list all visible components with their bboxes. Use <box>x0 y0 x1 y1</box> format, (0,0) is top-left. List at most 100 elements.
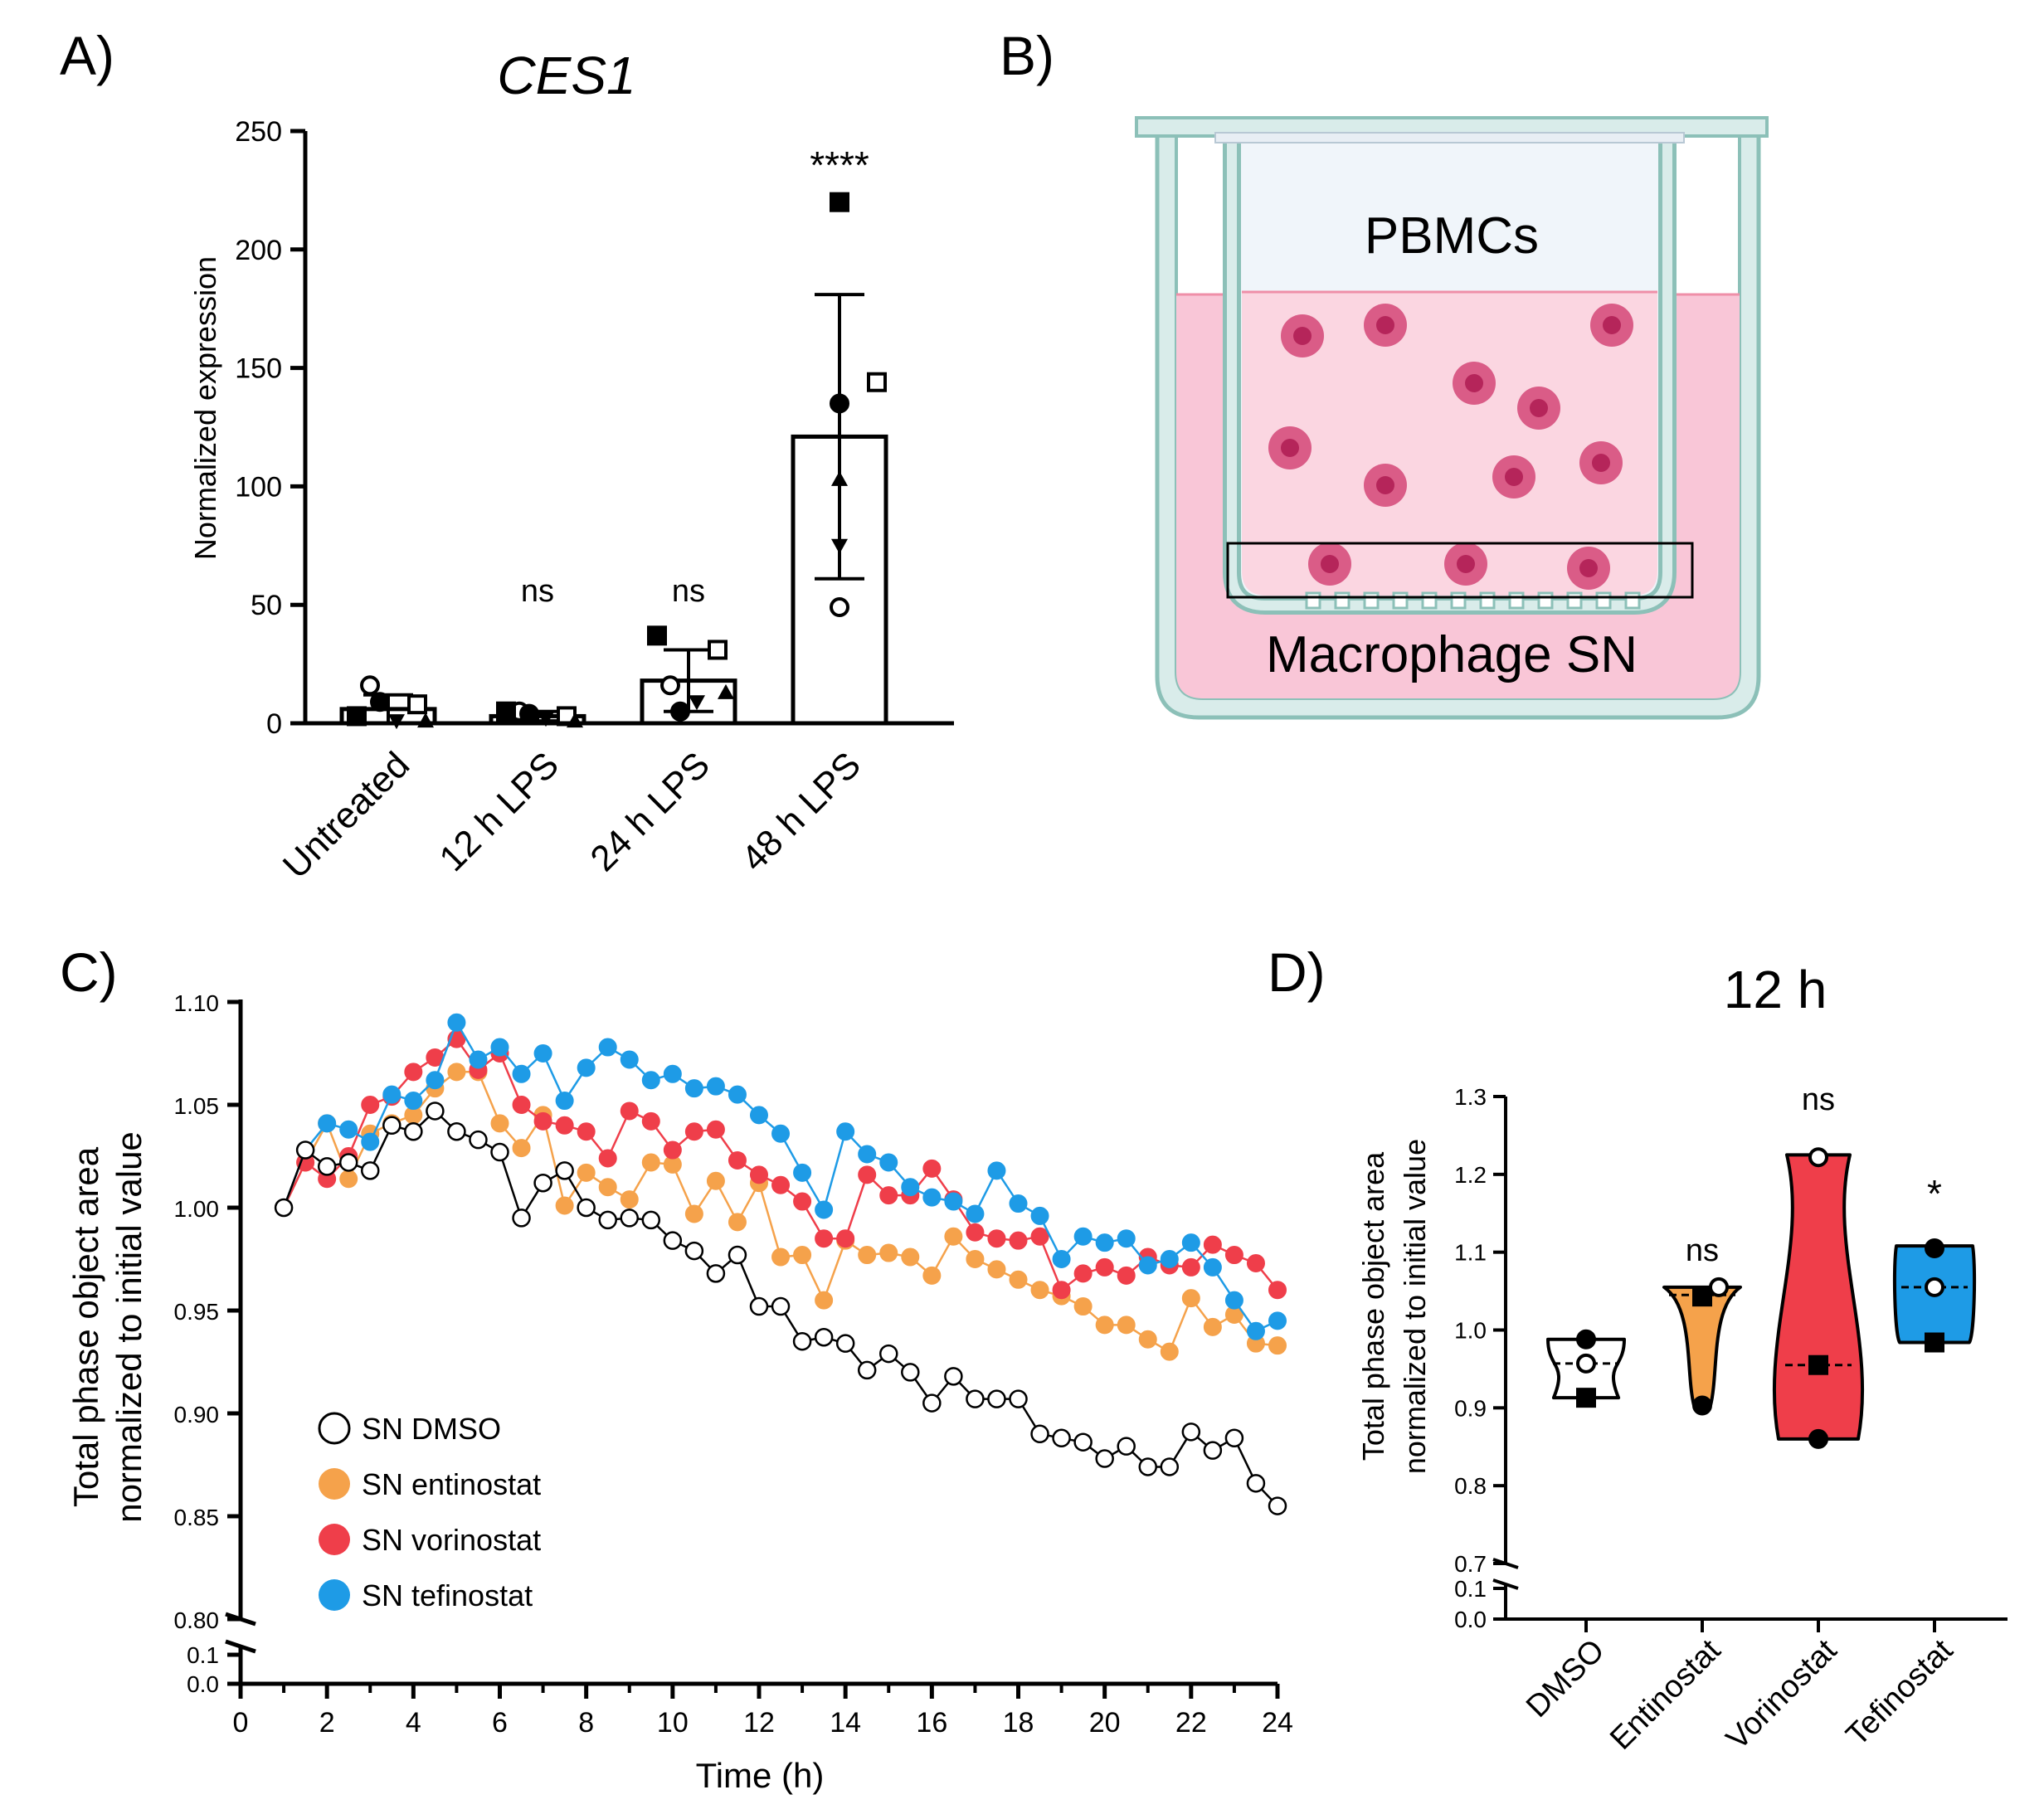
chart-c-point <box>490 1114 509 1133</box>
chart-c-point <box>555 1092 574 1111</box>
chart-a-ytick-label: 250 <box>235 116 282 148</box>
chart-c-point <box>793 1192 812 1211</box>
chart-c-point <box>966 1250 985 1268</box>
chart-c-point <box>577 1163 596 1182</box>
chart-c-point <box>966 1223 985 1242</box>
chart-c-point <box>1160 1250 1179 1268</box>
chart-c-point <box>1203 1441 1223 1460</box>
chart-c-point <box>663 1231 683 1250</box>
chart-c-point <box>404 1121 423 1141</box>
chart-c-point <box>815 1229 834 1248</box>
chart-c-xtick-label: 4 <box>406 1707 421 1739</box>
chart-c-point <box>641 1111 660 1131</box>
pbmc-cell-nucleus <box>1457 555 1475 573</box>
chart-c-point <box>1009 1270 1028 1289</box>
chart-c-legend: SN DMSO SN entinostat SN vorinostat SN tefi… <box>318 1412 541 1612</box>
chart-c-point <box>922 1266 942 1285</box>
chart-d-point <box>1925 1332 1944 1353</box>
chart-d-point <box>1692 1286 1712 1307</box>
chart-c-ytick-label: 0.0 <box>187 1671 219 1697</box>
chart-c-xtick-label: 10 <box>657 1707 689 1739</box>
chart-c-point <box>490 1142 509 1162</box>
chart-c-point <box>1224 1428 1244 1448</box>
legend-label: SN DMSO <box>362 1412 501 1446</box>
chart-c-point <box>577 1198 596 1218</box>
chart-d-ylabel-line2: normalized to initial value <box>1398 1139 1432 1474</box>
chart-c-point <box>1073 1297 1093 1316</box>
chart-c-ytick-label: 1.05 <box>174 1093 220 1119</box>
chart-c-point <box>555 1116 574 1135</box>
chart-c-point <box>317 1157 337 1176</box>
chart-c-point <box>469 1050 488 1069</box>
legend-swatch <box>319 1579 350 1611</box>
chart-c-point <box>361 1161 380 1180</box>
chart-c-point <box>1181 1233 1200 1252</box>
chart-c-point <box>706 1171 725 1190</box>
chart-c-point <box>1117 1266 1136 1285</box>
chart-c-point <box>1073 1432 1093 1452</box>
chart-c-point <box>1268 1281 1287 1300</box>
insert-medium <box>1242 292 1657 596</box>
chart-c-point <box>987 1229 1006 1248</box>
chart-c-point <box>879 1243 898 1262</box>
chart-c-point <box>1030 1206 1049 1225</box>
chart-c-point <box>1009 1389 1028 1408</box>
chart-c-point <box>1246 1474 1266 1493</box>
chart-d-axis-break-2 <box>1492 1578 1519 1590</box>
chart-a-point <box>660 675 680 696</box>
chart-a-ytick-label: 150 <box>235 353 282 385</box>
membrane-pore <box>1363 591 1380 610</box>
chart-c-point <box>490 1038 509 1057</box>
legend-label: SN tefinostat <box>362 1578 533 1612</box>
legend-swatch <box>319 1524 350 1555</box>
chart-a-ytick-label: 100 <box>235 471 282 503</box>
chart-d-ytick-label: 1.2 <box>1454 1162 1487 1188</box>
chart-a-ytick-label: 0 <box>266 708 282 740</box>
membrane-pore <box>1450 591 1467 610</box>
chart-c-point <box>684 1079 703 1098</box>
chart-d-ytick-label: 0.9 <box>1454 1395 1487 1421</box>
chart-c-point <box>447 1063 466 1082</box>
chart-c-point <box>577 1058 596 1077</box>
chart-a-point <box>670 701 690 722</box>
chart-c-point <box>944 1192 963 1211</box>
chart-c-point <box>1268 1311 1287 1330</box>
chart-c-point <box>771 1296 791 1316</box>
chart-c-point <box>1095 1449 1114 1468</box>
chart-c-point <box>663 1140 682 1160</box>
chart-c-point <box>598 1038 617 1057</box>
chart-c-point <box>728 1213 747 1232</box>
chart-c-point <box>1181 1423 1201 1442</box>
chart-a-point <box>370 692 390 712</box>
chart-d-ytick-label: 0.8 <box>1454 1473 1487 1499</box>
chart-c-point <box>598 1178 617 1197</box>
chart-c-point <box>533 1173 552 1193</box>
chart-c-ytick-label: 1.00 <box>174 1196 220 1222</box>
chart-d-significance: ns ns * <box>1686 1082 1942 1268</box>
chart-c-point <box>944 1227 963 1246</box>
membrane-pore <box>1595 591 1612 610</box>
chart-c-point <box>274 1198 294 1218</box>
chart-c-point <box>447 1013 466 1032</box>
membrane-pore <box>1479 591 1496 610</box>
panel-c: C) Total phase object area normalized to… <box>60 941 1293 1795</box>
chart-d-ylabel-line1: Total phase object area <box>1356 1151 1390 1461</box>
chart-d-title: 12 h <box>1724 960 1827 1019</box>
chart-c-point <box>1268 1496 1287 1515</box>
chart-c-xtick-label: 12 <box>743 1707 775 1739</box>
chart-d-point <box>1576 1388 1596 1408</box>
chart-c-point <box>771 1175 791 1194</box>
chart-c-point <box>728 1085 747 1104</box>
chart-c-point <box>922 1159 942 1178</box>
chart-a-ytick-label: 50 <box>251 590 282 621</box>
chart-d-violin-vorinostat <box>1772 1147 1865 1449</box>
chart-c-point <box>1052 1428 1071 1448</box>
chart-c-point <box>706 1264 726 1283</box>
chart-a-point <box>830 597 849 618</box>
chart-c-point <box>641 1071 660 1090</box>
chart-a-category-label: 24 h LPS <box>582 744 718 879</box>
chart-c-point <box>879 1153 898 1172</box>
chart-d-significance-label: ns <box>1686 1233 1719 1268</box>
chart-c-xtick-label: 0 <box>233 1707 249 1739</box>
